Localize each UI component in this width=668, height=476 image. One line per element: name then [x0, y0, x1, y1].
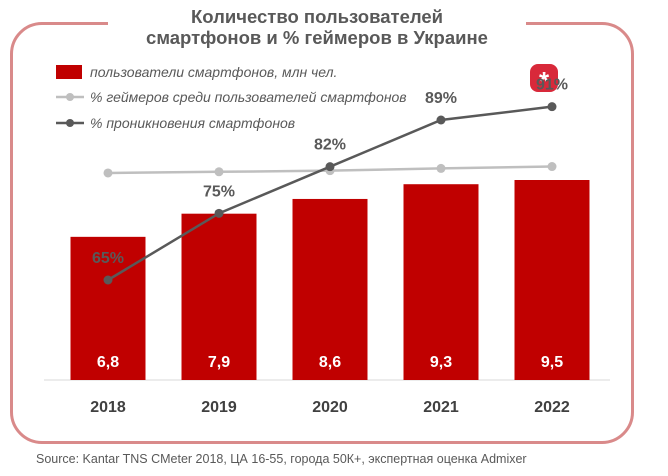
bar-2018 — [70, 236, 146, 380]
x-tick-label-2019: 2019 — [201, 399, 237, 416]
gamers-label-2018: 55,0% — [86, 142, 130, 159]
gamers-label-2022: 56,7% — [530, 136, 574, 153]
bar-2019 — [181, 213, 257, 380]
chart-title: Количество пользователей смартфонов и % … — [108, 6, 526, 48]
gamers-label-2019: 55,3% — [197, 141, 241, 158]
gamers-point-2021 — [436, 163, 446, 173]
penetration-label-2021: 89% — [425, 90, 457, 107]
bar-value-label-2021: 9,3 — [430, 354, 452, 371]
source-note: Source: Kantar TNS CMeter 2018, ЦА 16-55… — [36, 452, 527, 466]
legend-swatch-bars — [56, 65, 82, 79]
bar-value-label-2018: 6,8 — [97, 354, 119, 371]
x-tick-label-2021: 2021 — [423, 399, 459, 416]
x-tick-label-2018: 2018 — [90, 399, 126, 416]
legend-swatch-marker-2 — [66, 119, 74, 127]
penetration-label-2018: 65% — [92, 250, 124, 267]
penetration-label-2022: 91% — [536, 77, 568, 94]
legend-swatch-marker-1 — [66, 93, 74, 101]
x-tick-label-2022: 2022 — [534, 399, 570, 416]
chart-title-line-1: Количество пользователей — [190, 6, 444, 27]
legend-label-1: пользователи смартфонов, млн чел. — [90, 64, 337, 80]
bar-2022 — [514, 180, 590, 380]
bar-value-label-2022: 9,5 — [541, 354, 563, 371]
gamers-label-2021: 56,2% — [419, 137, 463, 154]
gamers-point-2018 — [103, 168, 113, 178]
bar-2020 — [292, 198, 368, 380]
penetration-point-2018 — [103, 275, 113, 285]
legend-label-2: % геймеров среди пользователей смартфоно… — [90, 89, 407, 105]
gamers-point-2022 — [547, 162, 557, 172]
x-tick-label-2020: 2020 — [312, 399, 348, 416]
gamers-label-2020: 55,6% — [308, 140, 352, 157]
bar-2021 — [403, 184, 479, 380]
penetration-label-2020: 82% — [314, 137, 346, 154]
penetration-point-2020 — [325, 162, 335, 172]
penetration-point-2021 — [436, 115, 446, 125]
bar-value-label-2019: 7,9 — [208, 354, 230, 371]
admixer-logo-icon: * — [530, 64, 558, 96]
penetration-label-2019: 75% — [203, 183, 235, 200]
gamers-point-2019 — [214, 167, 224, 177]
legend-label-3: % проникновения смартфонов — [90, 115, 295, 131]
penetration-point-2022 — [547, 102, 557, 112]
bar-value-label-2020: 8,6 — [319, 354, 341, 371]
chart-title-line-2: смартфонов и % геймеров в Украине — [146, 27, 488, 48]
penetration-point-2019 — [214, 208, 224, 218]
